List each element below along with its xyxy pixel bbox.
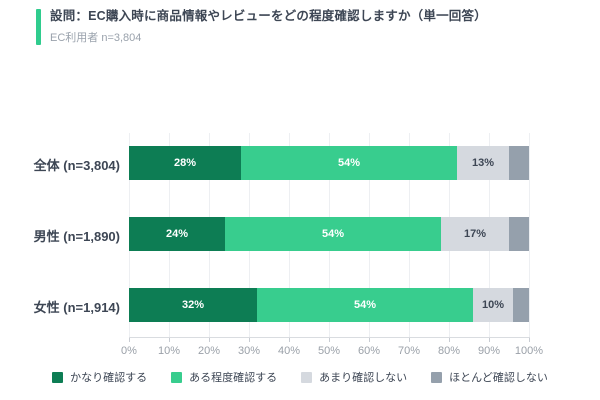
question-title: 設問：EC購入時に商品情報やレビューをどの程度確認しますか（単一回答） [50, 9, 487, 23]
axis-tick [329, 338, 330, 342]
segment-value-label: 28% [173, 157, 197, 169]
sample-size-subtitle: EC利用者 n=3,804 [50, 31, 142, 44]
x-axis-line [129, 337, 530, 338]
axis-tick-label: 100% [514, 345, 544, 357]
axis-tick [409, 338, 410, 342]
axis-tick-label: 90% [477, 345, 501, 357]
segment-value-label: 17% [463, 228, 487, 240]
bar-segment [513, 288, 529, 322]
legend-swatch [171, 371, 183, 383]
bar-segment: 17% [441, 217, 509, 251]
stacked-bar: 28% 54% 13% [129, 146, 529, 180]
axis-tick-label: 40% [277, 345, 301, 357]
category-label: 全体 (n=3,804) [33, 158, 120, 173]
segment-value-label: 54% [337, 157, 361, 169]
category-label: 女性 (n=1,914) [33, 300, 120, 315]
bar-segment: 54% [257, 288, 473, 322]
segment-value-label: 54% [353, 299, 377, 311]
bar-segment: 54% [241, 146, 457, 180]
axis-tick [169, 338, 170, 342]
legend-swatch [52, 371, 64, 383]
legend-item: ほとんど確認しない [431, 369, 548, 385]
segment-value-label: 13% [471, 157, 495, 169]
legend: かなり確認する ある程度確認する あまり確認しない ほとんど確認しない [0, 369, 600, 385]
axis-tick [489, 338, 490, 342]
axis-tick-label: 20% [197, 345, 221, 357]
legend-swatch [431, 371, 443, 383]
axis-tick-label: 30% [237, 345, 261, 357]
segment-value-label: 10% [481, 299, 505, 311]
axis-tick [209, 338, 210, 342]
bar-segment [509, 146, 529, 180]
stacked-bar: 24% 54% 17% [129, 217, 529, 251]
axis-tick-label: 50% [317, 345, 341, 357]
axis-tick [249, 338, 250, 342]
legend-item: あまり確認しない [301, 369, 407, 385]
axis-tick-label: 10% [157, 345, 181, 357]
bar-segment: 54% [225, 217, 441, 251]
legend-label: かなり確認する [70, 372, 148, 384]
bar-segment [509, 217, 529, 251]
category-label: 男性 (n=1,890) [33, 229, 120, 244]
segment-value-label: 24% [165, 228, 189, 240]
axis-tick [529, 338, 530, 342]
axis-tick [289, 338, 290, 342]
legend-item: ある程度確認する [171, 369, 277, 385]
axis-tick-label: 70% [397, 345, 421, 357]
stacked-bar: 32% 54% 10% [129, 288, 529, 322]
legend-swatch [301, 371, 313, 383]
axis-tick [369, 338, 370, 342]
axis-tick [129, 338, 130, 342]
legend-label: ある程度確認する [189, 372, 278, 384]
axis-tick [449, 338, 450, 342]
bar-segment: 28% [129, 146, 241, 180]
bar-segment: 24% [129, 217, 225, 251]
gridline [529, 133, 530, 337]
legend-item: かなり確認する [52, 369, 147, 385]
bar-segment: 32% [129, 288, 257, 322]
bar-segment: 10% [473, 288, 513, 322]
accent-bar [36, 9, 41, 45]
axis-tick-label: 80% [437, 345, 461, 357]
axis-tick-label: 60% [357, 345, 381, 357]
legend-label: あまり確認しない [319, 372, 408, 384]
question-header: 設問：EC購入時に商品情報やレビューをどの程度確認しますか（単一回答） EC利用… [36, 9, 487, 45]
legend-label: ほとんど確認しない [449, 372, 548, 384]
segment-value-label: 32% [181, 299, 205, 311]
axis-tick-label: 0% [121, 345, 137, 357]
segment-value-label: 54% [321, 228, 345, 240]
bar-segment: 13% [457, 146, 509, 180]
